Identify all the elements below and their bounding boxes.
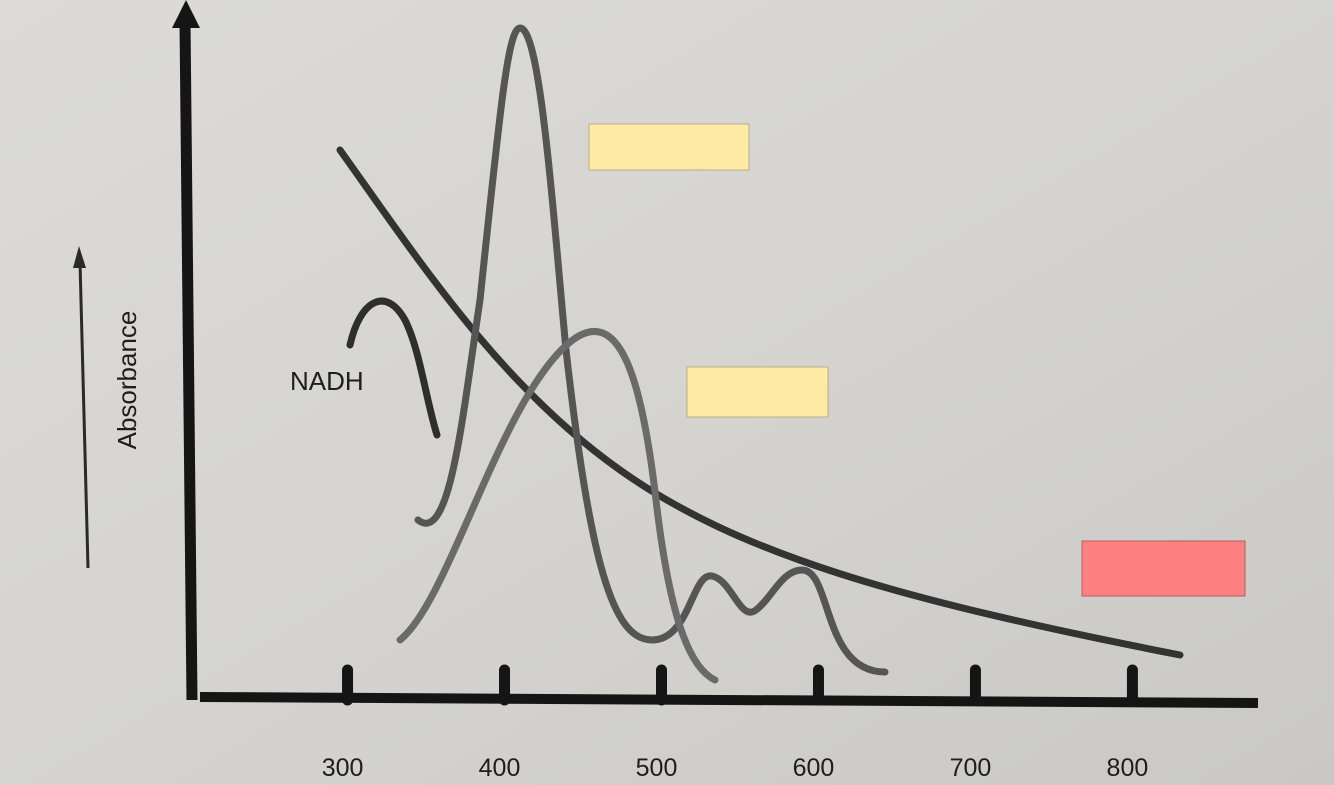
x-tick-label: 600 — [793, 754, 835, 782]
y-axis-arrow — [172, 0, 200, 28]
label-box — [588, 123, 750, 171]
y-axis — [179, 21, 198, 701]
x-ticks: 300 400 500 600 700 800 — [322, 664, 1149, 782]
x-tick-label: 500 — [636, 754, 678, 782]
label-box — [686, 366, 829, 418]
curve-sharp-peak — [414, 24, 889, 676]
x-tick-label: 700 — [950, 754, 992, 782]
x-tick-label: 300 — [322, 754, 364, 782]
curve-descending — [336, 146, 1184, 659]
absorbance-arrowhead — [73, 246, 86, 268]
nadh-label: NADH — [290, 366, 364, 396]
curve-broad-peak — [396, 327, 719, 684]
x-axis — [199, 692, 1259, 708]
x-tick-label: 800 — [1107, 754, 1149, 782]
label-box — [1081, 540, 1246, 597]
absorbance-arrow — [78, 261, 90, 569]
x-tick-label: 400 — [479, 754, 521, 782]
y-axis-label: Absorbance — [112, 311, 142, 450]
curve-nadh — [346, 297, 441, 439]
